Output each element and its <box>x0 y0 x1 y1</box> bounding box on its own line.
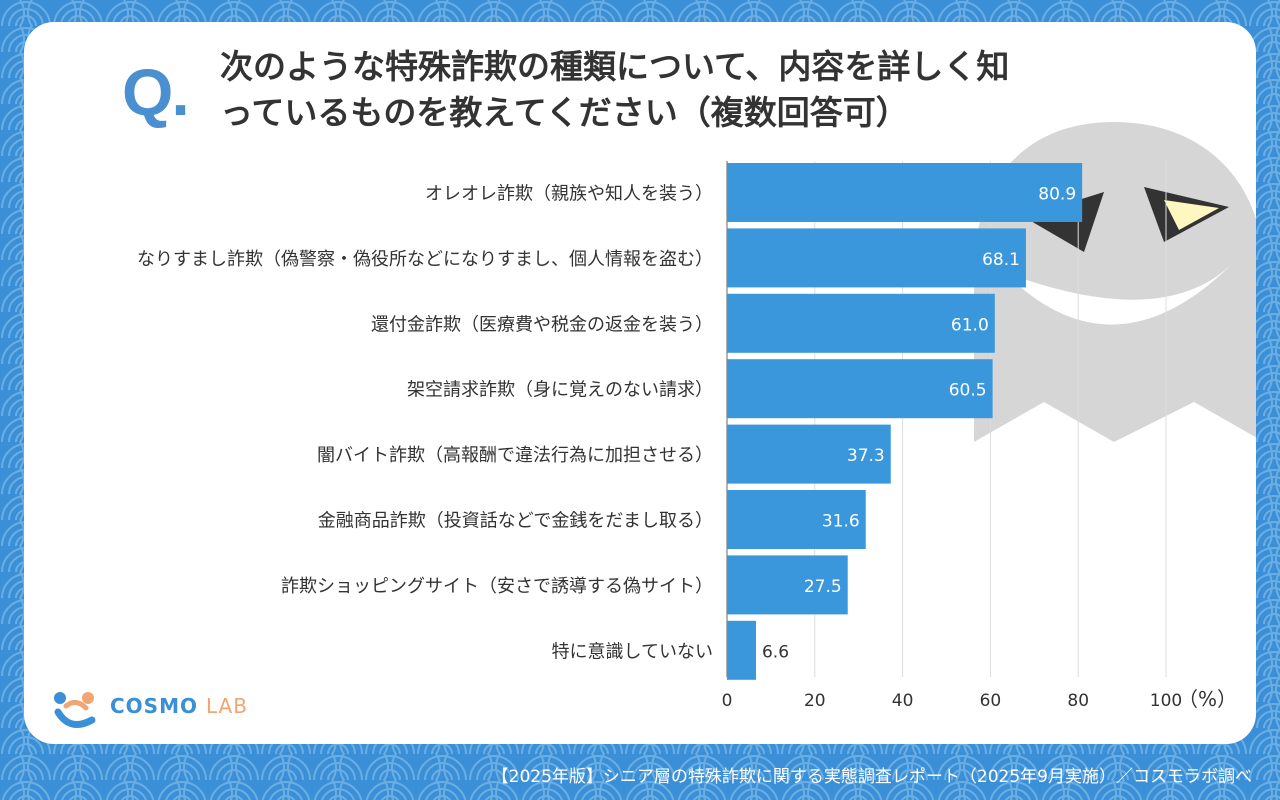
value-label: 6.6 <box>762 642 789 662</box>
category-label: なりすまし詐欺（偽警察・偽役所などになりすまし、個人情報を盗む） <box>137 249 713 270</box>
x-tick-label: 80 <box>1067 691 1089 711</box>
cosmo-lab-logo: COSMO LAB <box>48 686 248 730</box>
title-line-1: 次のような特殊詐欺の種類について、内容を詳しく知 <box>220 47 1010 86</box>
footer-source: 【2025年版】シニア層の特殊詐欺に関する実態調査レポート（2025年9月実施）… <box>491 767 1252 787</box>
logo-text-main: COSMO <box>110 694 206 718</box>
page-title: 次のような特殊詐欺の種類について、内容を詳しく知 っているものを教えてください（… <box>220 44 1180 136</box>
category-label: 闇バイト詐欺（高報酬で違法行為に加担させる） <box>317 445 713 466</box>
logo-mark-icon <box>54 692 96 728</box>
bar <box>727 359 993 419</box>
category-label: 特に意識していない <box>552 641 713 662</box>
x-tick-label: 20 <box>804 691 826 711</box>
bar <box>727 490 866 549</box>
x-unit-label: （%） <box>1178 687 1237 711</box>
value-label: 60.5 <box>949 381 987 401</box>
x-tick-label: 100 <box>1150 691 1182 711</box>
bar <box>727 424 891 484</box>
category-label: 架空請求詐欺（身に覚えのない請求） <box>407 380 713 401</box>
bar <box>727 620 756 680</box>
value-label: 80.9 <box>1038 185 1076 205</box>
logo-text: COSMO LAB <box>110 694 248 718</box>
category-label: オレオレ詐欺（親族や知人を装う） <box>425 184 713 205</box>
x-tick-label: 40 <box>892 691 914 711</box>
question-mark-label: Q. <box>122 55 190 129</box>
chart-card: Q. 次のような特殊詐欺の種類について、内容を詳しく知 っているものを教えてくだ… <box>24 22 1256 744</box>
bar <box>727 555 848 615</box>
bar <box>727 228 1026 288</box>
category-label: 詐欺ショッピングサイト（安さで誘導する偽サイト） <box>281 576 713 597</box>
value-label: 61.0 <box>951 315 989 335</box>
x-tick-label: 0 <box>722 691 733 711</box>
category-label: 金融商品詐欺（投資話などで金銭をだまし取る） <box>318 511 713 532</box>
bar-chart: 0 20 40 60 80 100（%） オレオレ詐欺（親族や知人を装う） 80.9 なりすまし… <box>137 161 1237 711</box>
category-label: 還付金詐欺（医療費や税金の返金を装う） <box>371 314 713 335</box>
x-tick-label: 60 <box>980 691 1002 711</box>
title-line-2: っているものを教えてください（複数回答可） <box>220 93 909 132</box>
logo-text-sub: LAB <box>205 694 248 718</box>
bar <box>727 163 1083 222</box>
value-label: 27.5 <box>804 577 842 597</box>
value-label: 68.1 <box>982 250 1020 270</box>
value-label: 31.6 <box>822 512 860 532</box>
bar <box>727 293 995 353</box>
value-label: 37.3 <box>847 446 885 466</box>
